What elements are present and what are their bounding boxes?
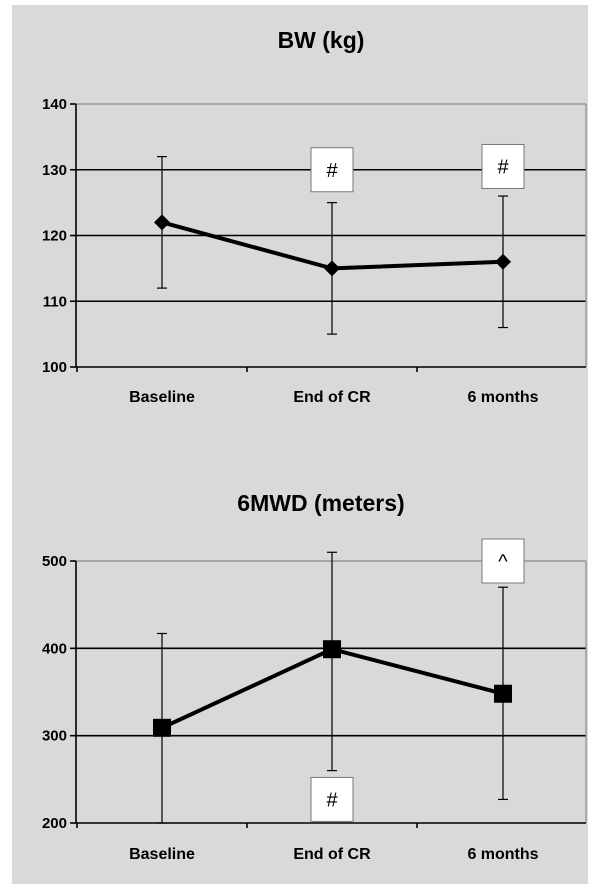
chart-title: BW (kg)	[278, 27, 365, 53]
annotation-box	[481, 538, 525, 584]
y-tick-label: 300	[42, 728, 67, 745]
y-tick-label: 140	[42, 96, 67, 113]
chart-canvas: BW (kg) 100 110 120 130 140 Baseline End of CR…	[42, 27, 587, 863]
data-point	[324, 260, 340, 277]
6mwd-chart: 6MWD (meters) 200 300 400 500 Baseline End of…	[42, 490, 587, 863]
data-point	[154, 214, 170, 231]
y-tick-label: 400	[42, 640, 67, 657]
y-tick-label: 500	[42, 553, 67, 570]
data-point	[323, 640, 341, 659]
y-tick-label: 110	[43, 293, 67, 310]
y-tick-label: 100	[42, 359, 67, 376]
annotation-label: #	[497, 156, 509, 178]
x-tick-label: Baseline	[129, 389, 195, 406]
annotation-box	[481, 143, 525, 189]
y-tick-label: 130	[42, 162, 67, 179]
annotation-box	[310, 776, 354, 822]
figure: BW (kg) 100 110 120 130 140 Baseline End of CR…	[12, 5, 588, 884]
x-tick-label: 6 months	[467, 846, 538, 863]
x-tick-label: End of CR	[293, 846, 371, 863]
y-tick-label: 200	[42, 815, 67, 832]
bw-chart: BW (kg) 100 110 120 130 140 Baseline End of CR…	[42, 27, 587, 406]
x-tick-label: Baseline	[129, 846, 195, 863]
annotation-label: #	[326, 160, 338, 182]
y-tick-label: 120	[42, 228, 67, 245]
annotation-label: ^	[498, 551, 508, 573]
x-tick-label: End of CR	[293, 389, 371, 406]
data-point	[153, 718, 171, 737]
data-point	[495, 253, 511, 270]
chart-title: 6MWD (meters)	[237, 490, 404, 516]
data-point	[494, 684, 512, 703]
x-tick-label: 6 months	[467, 389, 538, 406]
annotation-box	[310, 147, 354, 193]
annotation-label: #	[326, 789, 338, 811]
